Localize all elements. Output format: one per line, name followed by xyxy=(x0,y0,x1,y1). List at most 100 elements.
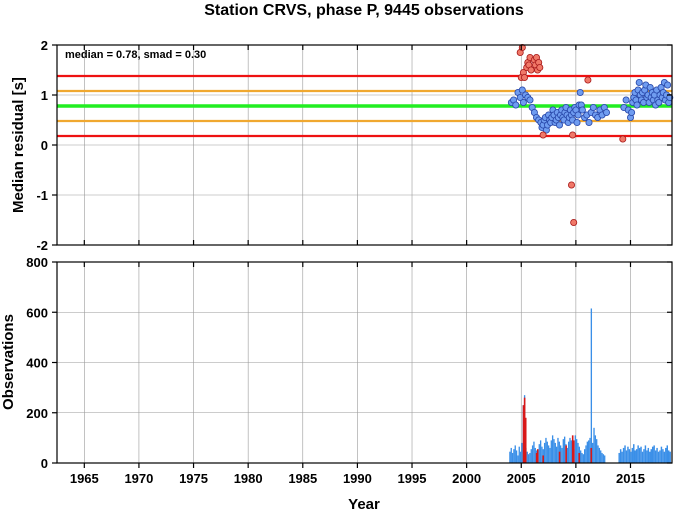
observation-bar xyxy=(621,451,623,463)
observation-bar xyxy=(569,437,571,464)
observation-bar xyxy=(566,447,568,463)
observation-bar xyxy=(584,449,586,463)
observation-bar xyxy=(667,450,670,463)
observation-bar xyxy=(527,454,530,463)
observation-bar xyxy=(601,452,603,463)
observation-bar xyxy=(531,445,534,463)
observations-ticks: 1965 1970 1975 1980 1985 1990 1995 2000 2005 2010… xyxy=(26,255,672,486)
observations-y-axis-label: Observations xyxy=(0,314,17,410)
observation-bar xyxy=(627,446,629,463)
observation-bar xyxy=(643,449,645,463)
observation-bar xyxy=(644,445,647,463)
x-tick-label: 1980 xyxy=(234,471,263,486)
residual-point xyxy=(603,109,611,117)
outlier-point xyxy=(584,76,592,84)
observation-bar xyxy=(593,427,595,463)
observation-bar xyxy=(641,451,644,463)
observation-bar xyxy=(588,440,590,463)
residual-y-tick-label: -2 xyxy=(36,238,48,253)
observation-bar xyxy=(650,449,652,463)
x-tick-label: 1985 xyxy=(288,471,317,486)
x-axis-label: Year xyxy=(348,496,380,511)
residual-y-tick-label: -1 xyxy=(36,188,48,203)
observation-bar xyxy=(665,447,667,463)
outlier-observation-bar xyxy=(535,452,538,463)
observation-bar xyxy=(518,446,520,463)
observation-bar xyxy=(517,455,519,463)
observation-bar xyxy=(631,447,634,463)
observation-bar xyxy=(604,455,606,463)
residual-point xyxy=(655,99,663,107)
observation-bar xyxy=(547,445,550,463)
observation-bar xyxy=(640,446,642,463)
observation-bar xyxy=(638,447,641,463)
observation-bar xyxy=(597,445,599,463)
outlier-observation-bar xyxy=(522,405,525,463)
observation-bar xyxy=(561,447,563,463)
observation-bar xyxy=(550,440,552,463)
observation-bar xyxy=(549,447,551,463)
observation-bar xyxy=(563,436,566,463)
median-annotation: median = 0.78, smad = 0.30 xyxy=(65,49,206,61)
outlier-observation-bar xyxy=(523,397,526,463)
x-tick-label: 1970 xyxy=(124,471,153,486)
x-tick-label: 2015 xyxy=(616,471,645,486)
observation-bar xyxy=(534,447,536,463)
outlier-point xyxy=(569,131,577,139)
outlier-observation-bar xyxy=(572,440,575,463)
observation-bar xyxy=(635,449,638,463)
observation-bar xyxy=(647,447,650,463)
observation-bar xyxy=(656,447,658,463)
residual-point xyxy=(526,96,534,104)
observation-bar xyxy=(545,437,547,464)
residual-point xyxy=(664,81,672,89)
residual-y-tick-label: 1 xyxy=(41,88,48,103)
observation-bar xyxy=(582,454,585,463)
observation-bar xyxy=(589,437,591,464)
observation-bar xyxy=(662,449,664,463)
observation-bar xyxy=(653,445,655,463)
observation-bar xyxy=(596,439,598,463)
residual-point xyxy=(589,104,597,112)
observation-bar xyxy=(657,451,660,463)
observations-grid xyxy=(57,261,672,464)
x-tick-label: 1975 xyxy=(179,471,208,486)
observation-bar xyxy=(586,441,589,463)
observation-bar xyxy=(637,445,639,463)
observation-bar xyxy=(660,446,663,463)
observation-bar xyxy=(619,449,622,463)
observation-bar xyxy=(646,450,648,463)
outlier-observation-bar xyxy=(571,435,574,463)
observation-bar xyxy=(634,450,636,463)
observations-panel: 1965 1970 1975 1980 1985 1990 1995 2000 2005 2010… xyxy=(0,255,673,511)
observation-bar xyxy=(562,439,564,463)
residual-point xyxy=(628,109,636,117)
residual-point xyxy=(633,101,641,109)
residual-reference-lines xyxy=(57,74,672,138)
observation-bar xyxy=(580,450,582,463)
residual-panel: -2 -1 0 1 2 median = 0.78, smad = 0.30 Media… xyxy=(10,38,674,253)
observation-bar xyxy=(633,444,635,463)
outlier-observation-bar xyxy=(542,455,544,463)
residual-point xyxy=(622,96,630,104)
residual-point xyxy=(574,111,582,119)
residual-point xyxy=(576,89,584,97)
observation-bar xyxy=(669,451,671,463)
observation-bar xyxy=(649,451,651,463)
observation-bar xyxy=(555,446,558,463)
observation-bar xyxy=(543,442,546,463)
residual-point xyxy=(519,99,527,107)
residual-point xyxy=(635,79,643,87)
outlier-observation-bar xyxy=(578,452,581,463)
residual-point xyxy=(556,121,564,129)
observations-y-tick-label: 0 xyxy=(41,456,48,471)
observation-bar xyxy=(630,451,632,463)
observations-y-tick-label: 600 xyxy=(26,305,48,320)
observation-bar xyxy=(510,447,512,463)
observation-bar xyxy=(521,442,523,463)
observation-bar xyxy=(553,439,555,463)
observation-bar xyxy=(585,445,587,463)
observation-bar xyxy=(600,450,602,463)
observation-bar xyxy=(539,440,542,463)
